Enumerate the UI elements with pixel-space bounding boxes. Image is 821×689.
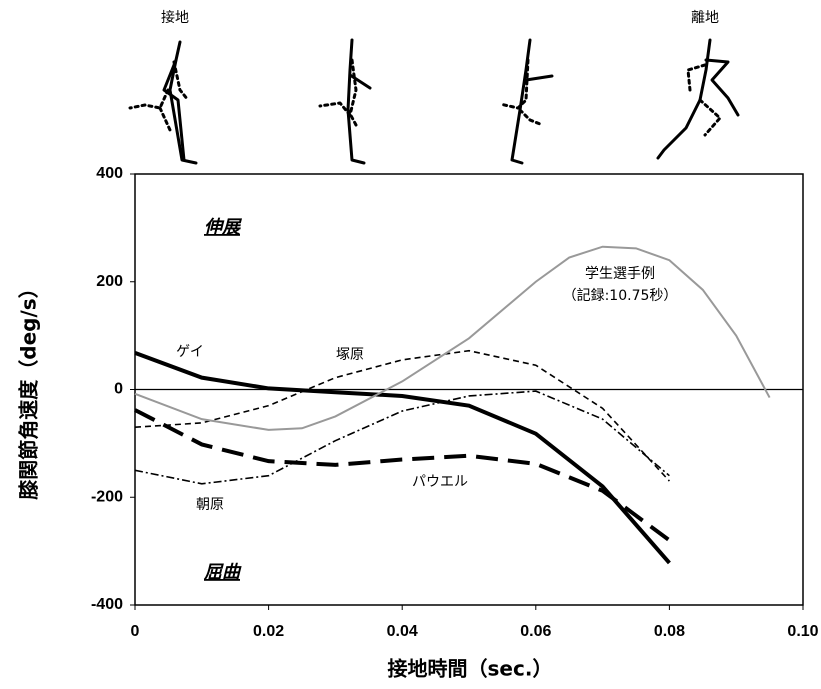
x-tick-label: 0.08 (654, 623, 685, 640)
series-label: 塚原 (336, 347, 364, 363)
series-line (135, 391, 669, 484)
series-line (135, 353, 669, 563)
x-tick-label: 0.10 (787, 623, 818, 640)
series-label: 学生選手例 (585, 266, 655, 282)
annotation: 伸展 (204, 217, 243, 238)
y-tick-label: -200 (91, 488, 123, 505)
x-tick-label: 0.04 (387, 623, 418, 640)
y-tick-label: 0 (114, 381, 123, 398)
series-label: パウエル (412, 474, 468, 490)
annotation: 屈曲 (203, 562, 242, 583)
series-label: 朝原 (196, 497, 224, 513)
annotation: 接地 (161, 9, 189, 26)
x-tick-label: 0 (131, 623, 140, 640)
series-label: ゲイ (176, 344, 204, 360)
annotation: 離地 (691, 9, 719, 26)
stick-figures (130, 40, 738, 163)
x-axis-label: 接地時間（sec.） (388, 657, 553, 681)
y-tick-label: 400 (96, 165, 123, 182)
chart: 接地 離地 伸展 屈曲 （記録:10.75秒） 接地時間（sec.） 膝関節角速… (0, 0, 821, 689)
annotation: （記録:10.75秒） (563, 287, 678, 304)
x-tick-label: 0.06 (520, 623, 551, 640)
y-axis-label: 膝関節角速度（deg/s） (17, 278, 41, 499)
x-tick-label: 0.02 (253, 623, 284, 640)
y-tick-label: -400 (91, 596, 123, 613)
y-tick-label: 200 (96, 273, 123, 290)
